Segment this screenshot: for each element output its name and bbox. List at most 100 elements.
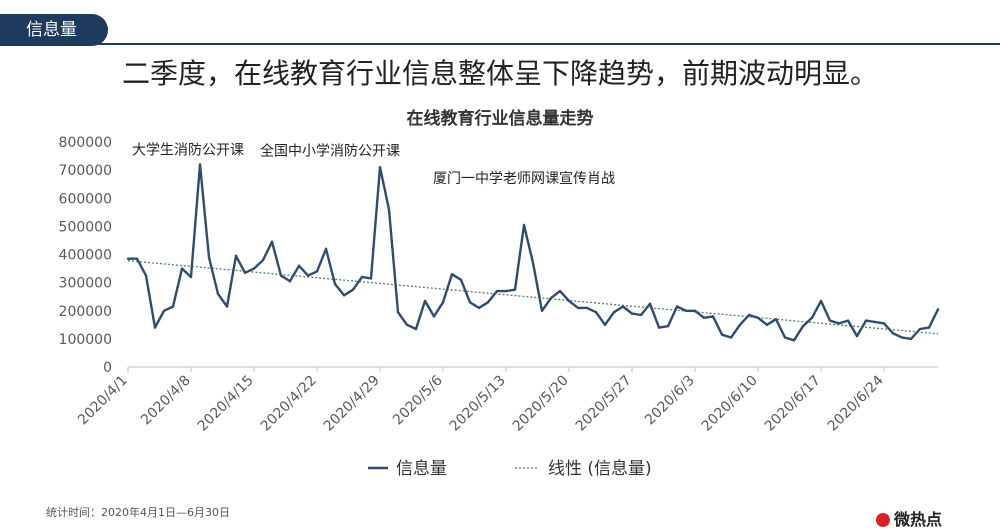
data-point [558, 289, 562, 293]
data-point [891, 332, 895, 335]
data-point [693, 309, 697, 312]
data-point [783, 336, 787, 339]
data-point [225, 305, 229, 308]
x-tick-label: 2020/5/20 [510, 373, 572, 435]
data-point [288, 280, 292, 283]
data-point [378, 166, 382, 169]
data-point [630, 312, 634, 315]
data-point [792, 339, 796, 342]
data-point [666, 325, 670, 328]
data-point [936, 308, 940, 311]
data-point [621, 305, 625, 308]
data-point [864, 319, 868, 322]
data-point [459, 278, 463, 282]
x-tick-label: 2020/4/1 [75, 373, 131, 429]
data-point [675, 305, 679, 308]
data-point [180, 267, 184, 270]
y-tick-label: 700000 [59, 163, 112, 179]
data-point [126, 257, 130, 260]
data-point [297, 264, 301, 267]
annotation-label: 厦门一中学老师网课宣传肖战 [433, 171, 615, 187]
data-point [153, 326, 157, 329]
data-point [261, 258, 265, 262]
data-point [486, 301, 490, 304]
data-point [648, 302, 652, 305]
y-tick-label: 800000 [59, 135, 112, 151]
data-point [684, 309, 688, 312]
data-point [549, 296, 553, 300]
trendline [127, 260, 939, 335]
legend-trend-label: 线性 (信息量) [548, 459, 652, 479]
x-tick-label: 2020/6/24 [825, 372, 887, 434]
data-point [873, 320, 877, 324]
data-point [585, 306, 589, 310]
x-tick-label: 2020/4/15 [195, 373, 257, 435]
data-point [855, 334, 859, 338]
data-point [810, 316, 814, 319]
data-point [324, 247, 328, 251]
data-point [657, 326, 661, 329]
data-point [909, 337, 913, 341]
data-point [603, 323, 607, 327]
data-point [765, 323, 769, 327]
data-point [396, 310, 400, 314]
y-tick-label: 400000 [59, 248, 112, 264]
data-point [774, 317, 778, 321]
data-point [495, 289, 499, 293]
data-point [306, 274, 310, 277]
x-tick-label: 2020/5/13 [447, 373, 509, 435]
y-tick-label: 600000 [59, 191, 112, 207]
data-point [189, 275, 193, 279]
data-point [846, 319, 850, 322]
data-point [369, 277, 373, 280]
data-point [423, 299, 427, 303]
data-point [702, 316, 706, 319]
annotation-label: 大学生消防公开课 [132, 143, 244, 159]
data-point [477, 306, 481, 310]
y-tick-label: 500000 [59, 219, 112, 235]
data-point [432, 315, 436, 318]
data-point [504, 289, 508, 293]
data-point [450, 272, 454, 276]
data-point [207, 256, 211, 259]
page-headline: 二季度，在线教育行业信息整体呈下降趋势，前期波动明显。 [121, 57, 878, 90]
data-point [198, 163, 202, 166]
data-point [801, 325, 805, 328]
data-point [819, 299, 823, 303]
x-tick-label: 2020/4/22 [258, 373, 320, 435]
data-point [756, 316, 760, 319]
data-point [522, 223, 526, 227]
header-rule [0, 43, 1000, 45]
section-tag: 信息量 [0, 14, 108, 46]
data-point [144, 274, 148, 277]
data-point [720, 333, 724, 336]
data-point [234, 254, 238, 258]
data-point [927, 326, 931, 329]
data-point [567, 299, 571, 303]
data-point [171, 305, 175, 308]
annotation-label: 全国中小学消防公开课 [260, 142, 400, 159]
x-tick-label: 2020/5/6 [390, 372, 446, 428]
x-tick-label: 2020/6/10 [699, 373, 761, 435]
data-point [594, 310, 598, 314]
data-point [738, 323, 742, 327]
data-point [216, 292, 220, 296]
logo-icon [876, 513, 890, 527]
data-point [414, 327, 418, 331]
data-point [360, 275, 364, 279]
data-point [162, 309, 166, 312]
data-point [468, 301, 472, 304]
data-point [828, 319, 832, 322]
x-tick-label: 2020/4/29 [321, 373, 383, 435]
data-point [729, 336, 733, 339]
data-point [513, 288, 517, 291]
data-point [333, 282, 337, 286]
data-point [279, 274, 283, 277]
x-tick-label: 2020/4/8 [138, 373, 194, 429]
data-point [837, 322, 841, 325]
data-point [252, 267, 256, 270]
data-point [441, 301, 445, 304]
data-point [342, 294, 346, 297]
data-point [351, 288, 355, 291]
